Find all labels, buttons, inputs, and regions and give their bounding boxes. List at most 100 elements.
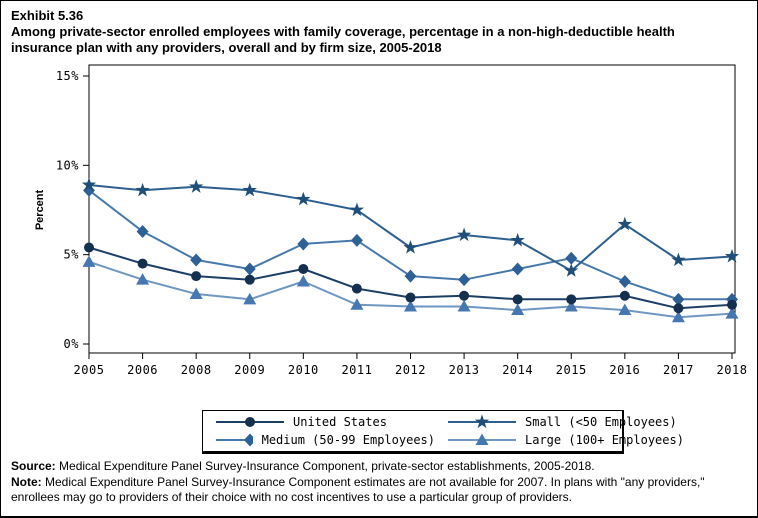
marker-diamond bbox=[404, 269, 417, 283]
legend-item-large-firms: Large (100+ Employees) bbox=[435, 432, 684, 448]
x-tick-label: 2006 bbox=[127, 363, 158, 377]
source-note: Source: Medical Expenditure Panel Survey… bbox=[11, 459, 753, 474]
marker-circle bbox=[351, 283, 362, 294]
marker-star bbox=[296, 191, 311, 206]
legend-marker-circle-icon bbox=[216, 417, 284, 427]
y-tick-label: 0% bbox=[64, 337, 80, 351]
x-tick-label: 2010 bbox=[288, 363, 319, 377]
marker-star bbox=[724, 248, 740, 263]
marker-circle bbox=[84, 242, 94, 253]
chart-title-line1: Among private-sector enrolled employees … bbox=[11, 24, 675, 39]
marker-circle bbox=[619, 290, 630, 301]
note-text: Medical Expenditure Panel Survey-Insuran… bbox=[11, 475, 705, 504]
legend-marker-glyph bbox=[475, 433, 489, 445]
legend: United States Small (<50 Employees) Medi… bbox=[202, 410, 684, 454]
x-tick-label: 2015 bbox=[556, 363, 587, 377]
x-tick-label: 2005 bbox=[74, 363, 105, 377]
series-line bbox=[88, 184, 733, 272]
marker-star bbox=[403, 240, 418, 254]
marker-triangle bbox=[243, 292, 257, 305]
legend-item-united-states: United States bbox=[203, 414, 435, 430]
title-block: Exhibit 5.36 Among private-sector enroll… bbox=[11, 8, 751, 56]
marker-star bbox=[564, 263, 579, 277]
availability-note: Note: Medical Expenditure Panel Survey-I… bbox=[11, 475, 753, 505]
legend-label: Small (<50 Employees) bbox=[525, 415, 677, 429]
marker-circle bbox=[137, 258, 148, 269]
marker-diamond bbox=[565, 251, 578, 265]
exhibit-number: Exhibit 5.36 bbox=[11, 8, 84, 23]
legend-item-medium-firms: Medium (50-99 Employees) bbox=[203, 432, 435, 448]
x-tick-label: 2016 bbox=[609, 363, 640, 377]
legend-label: United States bbox=[293, 415, 387, 429]
x-tick-label: 2018 bbox=[717, 363, 748, 377]
footnotes: Source: Medical Expenditure Panel Survey… bbox=[11, 459, 753, 506]
marker-diamond bbox=[243, 262, 256, 276]
marker-triangle bbox=[404, 299, 417, 312]
x-tick-label: 2013 bbox=[449, 363, 480, 377]
marker-circle bbox=[727, 299, 737, 310]
marker-diamond bbox=[350, 233, 363, 247]
legend-marker-glyph bbox=[474, 414, 490, 429]
marker-triangle bbox=[725, 307, 739, 319]
marker-triangle bbox=[564, 299, 578, 312]
marker-diamond bbox=[297, 237, 310, 251]
marker-circle bbox=[191, 271, 202, 282]
marker-diamond bbox=[672, 292, 685, 306]
marker-triangle bbox=[136, 273, 150, 285]
marker-star bbox=[189, 179, 204, 193]
marker-triangle bbox=[671, 310, 685, 323]
x-tick-label: 2012 bbox=[395, 363, 426, 377]
series-medium-50-99-employees bbox=[83, 183, 738, 306]
y-axis-title: Percent bbox=[34, 189, 46, 230]
marker-star bbox=[242, 182, 257, 197]
legend-marker-diamond-icon bbox=[216, 433, 253, 447]
marker-star bbox=[135, 182, 150, 197]
y-tick-label: 15% bbox=[56, 69, 79, 83]
marker-circle bbox=[512, 294, 523, 305]
source-text: Medical Expenditure Panel Survey-Insuran… bbox=[55, 459, 595, 473]
marker-circle bbox=[459, 290, 470, 301]
y-tick-label: 5% bbox=[64, 248, 80, 262]
marker-diamond bbox=[618, 274, 631, 288]
marker-star bbox=[349, 202, 365, 217]
legend-label: Medium (50-99 Employees) bbox=[261, 433, 435, 447]
x-tick-label: 2011 bbox=[341, 363, 372, 377]
marker-triangle bbox=[189, 287, 203, 299]
legend-marker-glyph bbox=[245, 417, 255, 427]
plot-area-border bbox=[88, 64, 736, 354]
marker-star bbox=[617, 216, 632, 231]
x-tick-label: 2008 bbox=[181, 363, 212, 377]
marker-star bbox=[456, 227, 472, 242]
note-label: Note: bbox=[11, 475, 42, 489]
x-tick-label: 2009 bbox=[234, 363, 265, 377]
legend-item-small-firms: Small (<50 Employees) bbox=[435, 414, 684, 430]
marker-circle bbox=[244, 274, 255, 285]
marker-triangle bbox=[296, 274, 310, 287]
marker-circle bbox=[405, 292, 416, 303]
marker-triangle bbox=[350, 298, 364, 310]
marker-diamond bbox=[458, 273, 471, 287]
marker-star bbox=[81, 177, 97, 192]
marker-circle bbox=[298, 263, 309, 274]
marker-triangle bbox=[511, 303, 525, 316]
marker-triangle bbox=[82, 255, 96, 267]
chart-title-line2: insurance plan with any providers, overa… bbox=[11, 40, 442, 55]
legend-marker-star-icon bbox=[448, 414, 516, 429]
series-large-100-employees bbox=[82, 255, 739, 323]
marker-diamond bbox=[136, 224, 149, 238]
chart-title: Among private-sector enrolled employees … bbox=[11, 24, 751, 56]
marker-diamond bbox=[190, 253, 203, 267]
marker-triangle bbox=[618, 303, 632, 316]
legend-marker-glyph bbox=[244, 433, 253, 447]
marker-star bbox=[510, 232, 525, 247]
marker-circle bbox=[673, 303, 684, 314]
series-small-50-employees bbox=[81, 177, 740, 277]
legend-marker-triangle-icon bbox=[448, 433, 516, 445]
y-tick-label: 10% bbox=[56, 158, 79, 172]
x-tick-label: 2014 bbox=[502, 363, 533, 377]
x-tick-label: 2017 bbox=[663, 363, 694, 377]
legend-label: Large (100+ Employees) bbox=[525, 433, 684, 447]
series-united-states bbox=[84, 242, 737, 314]
